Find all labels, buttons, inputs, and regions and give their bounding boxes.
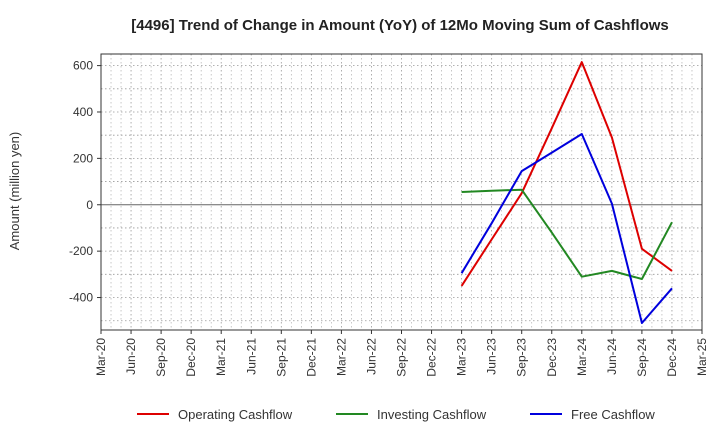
x-tick-label: Mar-25 [695, 338, 709, 376]
y-axis-label: Amount (million yen) [7, 132, 22, 251]
x-tick-label: Sep-20 [154, 338, 168, 377]
x-axis-ticks: Mar-20 Jun-20 Sep-20 Dec-20 Mar-21 Jun-21 Sep-… [94, 330, 709, 377]
chart-title: [4496] Trend of Change in Amount (YoY) o… [131, 17, 669, 34]
y-tick-label: -400 [69, 291, 93, 305]
series-line-free-cashflow [460, 133, 673, 324]
y-tick-label: 200 [73, 151, 93, 165]
x-tick-label: Mar-22 [334, 338, 348, 376]
y-tick-label: 0 [86, 198, 93, 212]
x-tick-label: Sep-23 [515, 338, 529, 377]
x-tick-label: Jun-24 [605, 338, 619, 375]
x-tick-label: Jun-22 [364, 338, 378, 375]
legend-label: Investing Cashflow [377, 407, 487, 422]
y-axis-ticks: -400 -200 0 200 400 600 [69, 59, 101, 305]
legend: Operating Cashflow Investing Cashflow Free… [137, 407, 655, 422]
legend-item: Free Cashflow [530, 407, 655, 422]
series-line-investing-cashflow [461, 188, 673, 280]
x-tick-label: Jun-21 [244, 338, 258, 375]
x-tick-label: Dec-23 [545, 338, 559, 377]
x-tick-label: Dec-20 [184, 338, 198, 377]
x-tick-label: Jun-20 [124, 338, 138, 375]
y-tick-label: -200 [69, 244, 93, 258]
y-tick-label: 400 [73, 105, 93, 119]
x-tick-label: Dec-22 [425, 338, 439, 377]
x-tick-label: Dec-21 [304, 338, 318, 377]
x-tick-label: Mar-24 [575, 338, 589, 376]
legend-label: Operating Cashflow [178, 407, 293, 422]
x-tick-label: Mar-21 [214, 338, 228, 376]
grid [100, 54, 703, 330]
legend-item: Investing Cashflow [336, 407, 487, 422]
x-tick-label: Sep-22 [395, 338, 409, 377]
x-tick-label: Mar-23 [455, 338, 469, 376]
series-line-operating-cashflow [460, 61, 673, 287]
x-tick-label: Dec-24 [665, 338, 679, 377]
x-tick-label: Sep-24 [635, 338, 649, 377]
legend-label: Free Cashflow [571, 407, 655, 422]
legend-item: Operating Cashflow [137, 407, 293, 422]
x-tick-label: Jun-23 [485, 338, 499, 375]
series-layer [460, 61, 673, 324]
x-tick-label: Sep-21 [274, 338, 288, 377]
y-tick-label: 600 [73, 59, 93, 73]
x-tick-label: Mar-20 [94, 338, 108, 376]
